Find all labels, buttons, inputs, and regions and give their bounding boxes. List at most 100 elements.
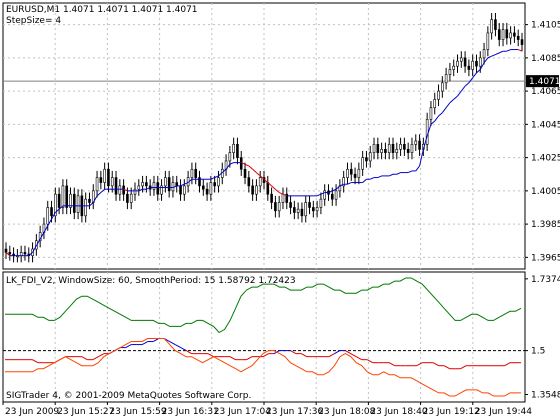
candle-body xyxy=(410,144,414,153)
fdi-value-label: 1.5 xyxy=(531,347,545,357)
ma-segment xyxy=(506,49,511,52)
ma-segment xyxy=(396,172,401,175)
fdi-mid-segment xyxy=(169,341,176,345)
ma-segment xyxy=(5,251,11,257)
candle-body xyxy=(463,57,467,67)
candle-body xyxy=(444,74,448,84)
candle-body xyxy=(277,202,281,212)
ma-segment xyxy=(210,177,215,180)
candle-body xyxy=(236,144,239,158)
candle-body xyxy=(255,185,258,195)
candle-body xyxy=(160,185,163,195)
ma-segment xyxy=(518,49,523,52)
ma-segment xyxy=(453,95,458,100)
ma-segment xyxy=(445,102,451,109)
ma-segment xyxy=(172,185,177,188)
candle-body xyxy=(357,168,361,178)
candle-body xyxy=(270,193,273,203)
candle-body xyxy=(8,252,12,255)
candle-body xyxy=(201,185,205,190)
ma-segment xyxy=(275,188,280,193)
time-label: 23 Jun 18:08 xyxy=(318,407,375,417)
time-label: 23 Jun 2009 xyxy=(5,407,59,417)
candle-body xyxy=(497,29,501,40)
candle-body xyxy=(247,177,251,187)
candle-body xyxy=(372,144,376,153)
candle-body xyxy=(365,157,368,162)
candle-body xyxy=(129,193,133,203)
ma-segment xyxy=(248,165,253,170)
ma-segment xyxy=(221,168,227,173)
candle-body xyxy=(46,207,50,225)
ma-segment xyxy=(256,172,261,177)
candle-body xyxy=(513,32,516,37)
candle-body xyxy=(99,177,103,183)
candle-body xyxy=(387,144,391,153)
candle-body xyxy=(232,144,235,153)
candle-body xyxy=(478,57,482,67)
time-label: 23 Jun 17:36 xyxy=(266,407,323,417)
fdi-mid-segment xyxy=(229,356,236,361)
candle-body xyxy=(505,29,509,39)
price-axis: 1.4105 1.4085 1.4065 1.4045 1.4025 1.4005 1.39… xyxy=(525,21,560,263)
candle-body xyxy=(84,198,87,217)
candle-body xyxy=(110,177,114,187)
fdi-mid-segment xyxy=(443,365,450,370)
candle-body xyxy=(293,207,296,213)
candle-body xyxy=(376,144,380,153)
ma-segment xyxy=(241,162,246,165)
candle-body xyxy=(494,19,497,30)
ma-segment xyxy=(214,175,219,179)
ma-segment xyxy=(495,52,500,55)
fdi-mid-segment xyxy=(460,365,467,370)
candle-body xyxy=(183,185,186,195)
ma-segment xyxy=(457,90,462,97)
fdi-indicator-pane[interactable]: 1.73742 1.5 1.35483 LK_FDI_V2, WindowSize:… xyxy=(2,271,560,403)
candle-body xyxy=(179,185,182,195)
copyright-label: SIGTrader 4, © 2001-2009 MetaQuotes Soft… xyxy=(6,391,251,401)
price-pane[interactable]: 1.4105 1.4085 1.4065 1.4045 1.4025 1.4005 1.39… xyxy=(2,2,560,270)
ma-segment xyxy=(434,115,439,122)
candle-body xyxy=(289,202,292,208)
candle-body xyxy=(312,207,315,212)
candle-body xyxy=(414,140,418,145)
ma-segment xyxy=(218,172,223,177)
candle-body xyxy=(54,193,57,217)
ma-segment xyxy=(328,190,333,193)
ma-segment xyxy=(438,112,443,117)
ma-segment xyxy=(441,107,447,114)
fdi-mid-segment xyxy=(356,356,363,361)
ma-segment xyxy=(449,99,455,104)
candle-body xyxy=(308,202,311,208)
candle-body xyxy=(471,60,474,70)
ma-segment xyxy=(419,149,424,167)
ma-segment xyxy=(92,195,98,203)
candle-body xyxy=(205,188,209,195)
ma-segment xyxy=(138,188,143,192)
stepsize-label: StepSize= 4 xyxy=(6,16,61,26)
ma-segment xyxy=(51,212,56,220)
candle-body xyxy=(475,60,478,67)
candle-body xyxy=(346,168,349,178)
candle-body xyxy=(243,168,247,178)
candle-body xyxy=(323,190,327,200)
candle-body xyxy=(403,144,406,150)
fdi-value-label: 1.73742 xyxy=(531,275,560,285)
price-label: 1.4065 xyxy=(531,87,560,97)
fdi-mid-segment xyxy=(301,353,308,358)
ma-segment xyxy=(32,245,37,253)
candle-body xyxy=(349,168,353,175)
candle-body xyxy=(509,32,512,39)
candle-body xyxy=(285,193,289,203)
ma-segment xyxy=(278,192,284,195)
candle-body xyxy=(395,149,399,153)
fdi-mid-segment xyxy=(174,344,181,349)
price-label: 1.4005 xyxy=(531,187,560,197)
candle-body xyxy=(399,144,402,150)
candle-body xyxy=(258,177,262,187)
candle-body xyxy=(501,29,505,40)
fdi-value-label: 1.35483 xyxy=(531,390,560,400)
fdi-series xyxy=(5,277,522,397)
candle-body xyxy=(467,65,471,70)
